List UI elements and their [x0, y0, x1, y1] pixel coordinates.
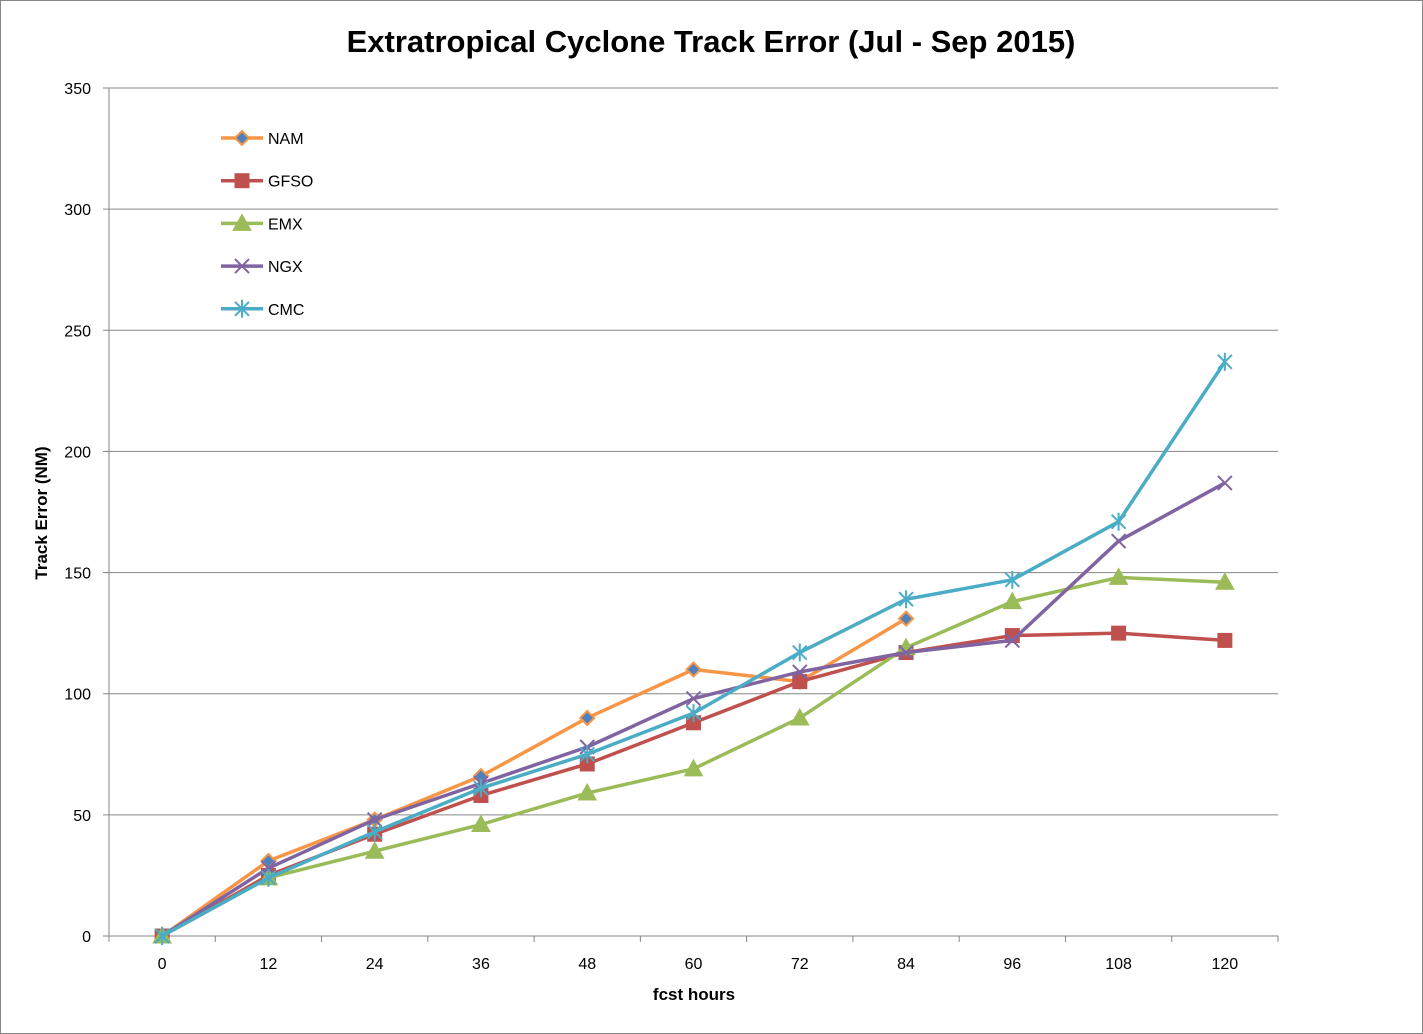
data-point-cmc	[1110, 512, 1127, 531]
data-point-cmc	[260, 868, 277, 887]
data-point-emx	[683, 758, 704, 777]
x-tick-label: 36	[472, 956, 490, 973]
y-tick-labels: 0 50 100 150 200 250 300 350	[64, 81, 91, 946]
series-line-emx	[161, 575, 1225, 938]
x-tick-label: 108	[1105, 956, 1132, 973]
data-point-emx	[364, 841, 385, 859]
data-point-nam	[578, 709, 596, 727]
data-point-cmc	[154, 927, 170, 945]
legend: NAM GFSO EMX NGX CMC	[221, 129, 313, 319]
axes	[103, 87, 1279, 942]
data-point-ngx	[1217, 475, 1233, 491]
data-point-emx	[1002, 591, 1023, 610]
data-point-ngx	[685, 690, 702, 707]
data-point-cmc	[579, 745, 595, 764]
legend-item-ngx: NGX	[221, 258, 303, 276]
data-point-cmc	[1217, 352, 1233, 371]
x-tick-label: 84	[897, 956, 915, 973]
chart-title: Extratropical Cyclone Track Error (Jul -…	[347, 24, 1076, 59]
legend-marker-cmc	[234, 299, 250, 318]
data-point-ngx	[366, 811, 383, 828]
data-point-emx	[1108, 567, 1129, 585]
data-point-ngx	[792, 664, 808, 680]
series-emx	[152, 567, 1235, 944]
y-tick-label: 200	[64, 444, 91, 461]
legend-label-nam: NAM	[268, 131, 304, 148]
legend-label-cmc: CMC	[268, 302, 304, 319]
x-tick-label: 48	[578, 956, 596, 973]
y-tick-label: 100	[64, 687, 91, 704]
x-tick-label: 12	[260, 956, 278, 973]
legend-item-emx: EMX	[221, 213, 303, 233]
data-point-emx	[789, 707, 810, 726]
x-tick-label: 24	[366, 956, 384, 973]
legend-item-nam: NAM	[221, 129, 304, 148]
data-point-gfso	[792, 674, 808, 690]
legend-marker-nam	[233, 129, 251, 147]
series-line-gfso	[161, 631, 1225, 938]
x-tick-label: 72	[791, 956, 809, 973]
y-tick-label: 0	[82, 929, 91, 946]
x-tick-label: 120	[1212, 956, 1239, 973]
legend-marker-emx	[232, 213, 252, 231]
data-point-ngx	[898, 644, 914, 661]
x-tick-label: 0	[158, 956, 167, 973]
y-tick-label: 150	[64, 566, 91, 583]
data-point-emx	[471, 814, 491, 833]
data-point-ngx	[1004, 632, 1021, 649]
data-point-emx	[1215, 572, 1235, 590]
series-line-cmc	[161, 360, 1227, 938]
x-tick-label: 60	[685, 956, 703, 973]
series-group	[152, 352, 1235, 945]
gridlines	[109, 87, 1278, 816]
legend-label-emx: EMX	[268, 216, 303, 233]
legend-marker-ngx	[234, 258, 250, 274]
legend-label-gfso: GFSO	[268, 174, 313, 191]
legend-label-ngx: NGX	[268, 259, 303, 276]
data-point-nam	[685, 661, 702, 678]
data-point-ngx	[1110, 533, 1127, 549]
legend-marker-gfso	[234, 173, 250, 189]
y-tick-label: 250	[64, 323, 91, 340]
data-point-emx	[577, 783, 598, 801]
data-point-cmc	[473, 779, 489, 798]
data-point-nam	[897, 610, 915, 628]
data-point-cmc	[685, 704, 702, 723]
legend-item-gfso: GFSO	[221, 173, 313, 191]
y-tick-label: 350	[64, 81, 91, 98]
x-axis-title: fcst hours	[653, 985, 735, 1004]
y-axis-title: Track Error (NM)	[32, 446, 51, 579]
legend-item-cmc: CMC	[221, 299, 304, 319]
data-point-cmc	[366, 822, 383, 841]
data-point-cmc	[1004, 570, 1021, 589]
y-tick-label: 50	[73, 808, 91, 825]
data-point-cmc	[898, 590, 914, 609]
data-point-gfso	[1217, 632, 1233, 648]
data-point-gfso	[1111, 625, 1127, 641]
data-point-cmc	[792, 643, 808, 662]
x-tick-labels: 0 12 24 36 48 60 72 84 96 108 120	[158, 956, 1239, 973]
x-tick-label: 96	[1003, 956, 1021, 973]
series-cmc	[154, 352, 1233, 945]
series-line-nam	[161, 617, 907, 938]
y-tick-label: 300	[64, 202, 91, 219]
